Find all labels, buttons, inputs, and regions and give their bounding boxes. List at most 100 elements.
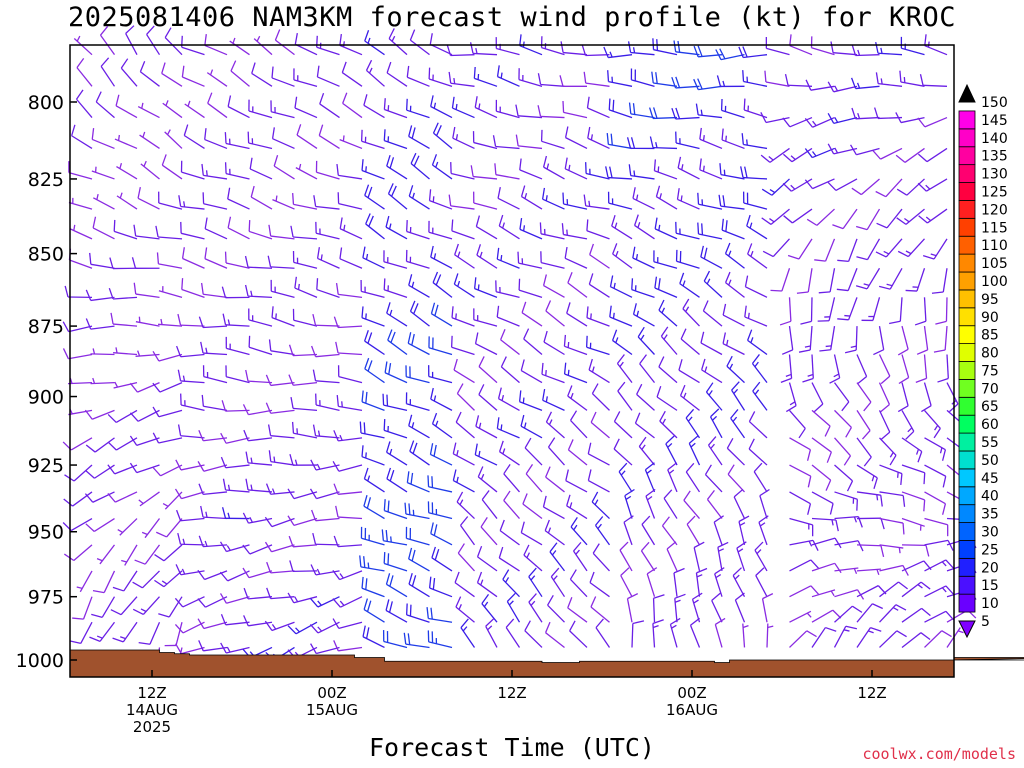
wind-barb bbox=[855, 208, 881, 231]
wind-barb bbox=[704, 464, 723, 493]
wind-barb bbox=[688, 435, 701, 466]
wind-barb bbox=[430, 95, 453, 119]
wind-barb bbox=[481, 593, 498, 623]
wind-barb bbox=[811, 626, 837, 648]
wind-barb bbox=[613, 438, 633, 466]
wind-barb bbox=[651, 71, 678, 87]
wind-barb bbox=[680, 328, 700, 356]
wind-barb bbox=[204, 128, 228, 150]
wind-barb bbox=[360, 129, 385, 150]
wind-barb bbox=[721, 128, 745, 150]
wind-barb bbox=[335, 505, 363, 520]
wind-barb bbox=[878, 410, 891, 440]
wind-barb bbox=[91, 128, 115, 150]
wind-barb bbox=[611, 329, 633, 356]
wind-barb bbox=[76, 570, 93, 593]
wind-barb bbox=[695, 103, 723, 119]
wind-barb bbox=[497, 387, 520, 411]
wind-barb bbox=[125, 25, 138, 55]
wind-barb bbox=[761, 593, 774, 623]
wind-barb bbox=[318, 124, 340, 150]
wind-barb bbox=[498, 440, 520, 466]
wind-barb bbox=[264, 620, 295, 632]
wind-barb bbox=[247, 131, 273, 150]
wind-barb bbox=[115, 94, 138, 119]
wind-barb bbox=[290, 225, 318, 240]
wind-barb bbox=[198, 429, 228, 442]
colorbar-label: 30 bbox=[981, 525, 999, 541]
wind-barb bbox=[592, 543, 610, 572]
wind-barb bbox=[249, 157, 273, 180]
wind-barb bbox=[833, 382, 850, 412]
wind-barb bbox=[502, 569, 520, 598]
wind-barb bbox=[648, 107, 678, 120]
wind-barb bbox=[405, 603, 430, 623]
terrain-surface bbox=[69, 649, 1024, 678]
wind-barb bbox=[290, 397, 318, 412]
y-tick-label: 950 bbox=[28, 522, 64, 544]
wind-barb bbox=[727, 464, 745, 493]
colorbar-swatch bbox=[958, 182, 976, 201]
wind-barb bbox=[518, 278, 543, 298]
colorbar-swatch bbox=[958, 271, 976, 291]
wind-barb bbox=[248, 308, 273, 327]
wind-barb bbox=[96, 544, 116, 565]
wind-barb bbox=[341, 61, 363, 87]
wind-barb bbox=[851, 107, 880, 120]
wind-barb bbox=[701, 358, 723, 384]
wind-barb bbox=[387, 183, 408, 210]
wind-barb bbox=[154, 570, 183, 588]
wind-barb bbox=[682, 298, 700, 327]
wind-barb bbox=[110, 312, 138, 327]
wind-barb bbox=[409, 440, 430, 466]
wind-barb bbox=[829, 354, 841, 384]
wind-barb bbox=[250, 185, 273, 210]
wind-barb bbox=[116, 192, 138, 210]
wind-barb bbox=[201, 394, 228, 412]
wind-barb bbox=[294, 33, 318, 56]
wind-barb bbox=[62, 517, 93, 532]
wind-barb bbox=[544, 519, 565, 546]
wind-barb bbox=[550, 567, 566, 598]
wind-barb bbox=[590, 596, 610, 623]
wind-barb bbox=[494, 163, 520, 180]
colorbar-label: 85 bbox=[981, 328, 999, 344]
wind-barb bbox=[268, 450, 295, 466]
wind-barb bbox=[586, 306, 610, 327]
wind-barb bbox=[161, 62, 183, 87]
wind-barb bbox=[220, 613, 250, 626]
wind-barb bbox=[856, 544, 885, 558]
wind-barb bbox=[227, 95, 250, 119]
wind-barb bbox=[856, 354, 868, 385]
wind-barb bbox=[264, 541, 295, 553]
wind-barb bbox=[924, 539, 954, 551]
wind-barb bbox=[918, 208, 948, 224]
wind-barb bbox=[856, 491, 883, 507]
wind-barb bbox=[454, 243, 475, 269]
wind-barb bbox=[834, 605, 863, 623]
wind-barb bbox=[407, 332, 430, 356]
wind-barb bbox=[244, 255, 273, 269]
wind-barb bbox=[365, 59, 385, 87]
wind-barb bbox=[92, 570, 116, 594]
wind-barb bbox=[129, 382, 160, 393]
wind-barb bbox=[332, 618, 363, 630]
credit-text: coolwx.com/models bbox=[862, 745, 1016, 763]
wind-barb bbox=[613, 411, 633, 439]
wind-barb bbox=[183, 124, 205, 149]
wind-barb bbox=[700, 245, 723, 269]
wind-barb bbox=[915, 354, 928, 383]
wind-barb bbox=[496, 65, 520, 87]
wind-barb bbox=[333, 483, 363, 495]
wind-barb bbox=[292, 250, 318, 269]
wind-barb bbox=[545, 411, 565, 439]
wind-barb bbox=[386, 61, 408, 87]
wind-barb bbox=[628, 102, 655, 119]
wind-barb bbox=[364, 330, 385, 356]
wind-barb bbox=[547, 594, 565, 623]
wind-barb bbox=[271, 127, 295, 150]
colorbar-label: 50 bbox=[981, 453, 999, 469]
wind-barb bbox=[834, 589, 865, 600]
colorbar-label: 20 bbox=[981, 560, 999, 576]
colorbar-swatch bbox=[958, 307, 976, 327]
